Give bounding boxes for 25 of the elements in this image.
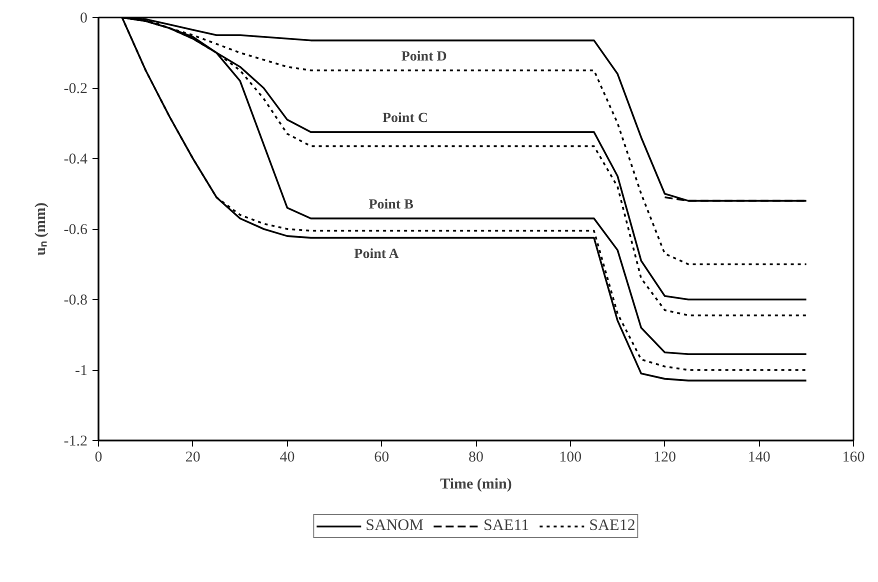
legend-label: SAE12 [589, 517, 636, 535]
x-tick-label: 40 [280, 450, 295, 466]
x-tick-label: 60 [374, 450, 390, 466]
legend-label: SAE11 [483, 517, 530, 535]
annotation: Point D [401, 49, 447, 64]
x-tick-label: 80 [468, 450, 484, 466]
y-tick-label: -0.8 [64, 292, 88, 308]
y-tick-label: -1 [75, 363, 88, 379]
y-tick-label: -0.4 [64, 152, 88, 168]
annotation: Point B [368, 197, 414, 212]
y-tick-label: -1.2 [64, 434, 88, 450]
x-axis-title: Time (min) [440, 476, 512, 492]
annotation: Point C [382, 111, 428, 126]
x-tick-label: 0 [94, 450, 102, 466]
y-tick-label: -0.2 [64, 81, 88, 97]
x-tick-label: 120 [654, 450, 676, 466]
legend-label: SANOM [366, 517, 424, 535]
y-tick-label: -0.6 [64, 222, 88, 238]
x-tick-label: 100 [559, 450, 582, 466]
x-tick-label: 20 [185, 450, 200, 466]
y-tick-label: 0 [80, 10, 88, 26]
y-axis-title: uₙ (mm) [32, 202, 49, 256]
x-tick-label: 140 [748, 450, 770, 466]
x-tick-label: 160 [842, 450, 865, 466]
annotation: Point A [354, 246, 400, 262]
